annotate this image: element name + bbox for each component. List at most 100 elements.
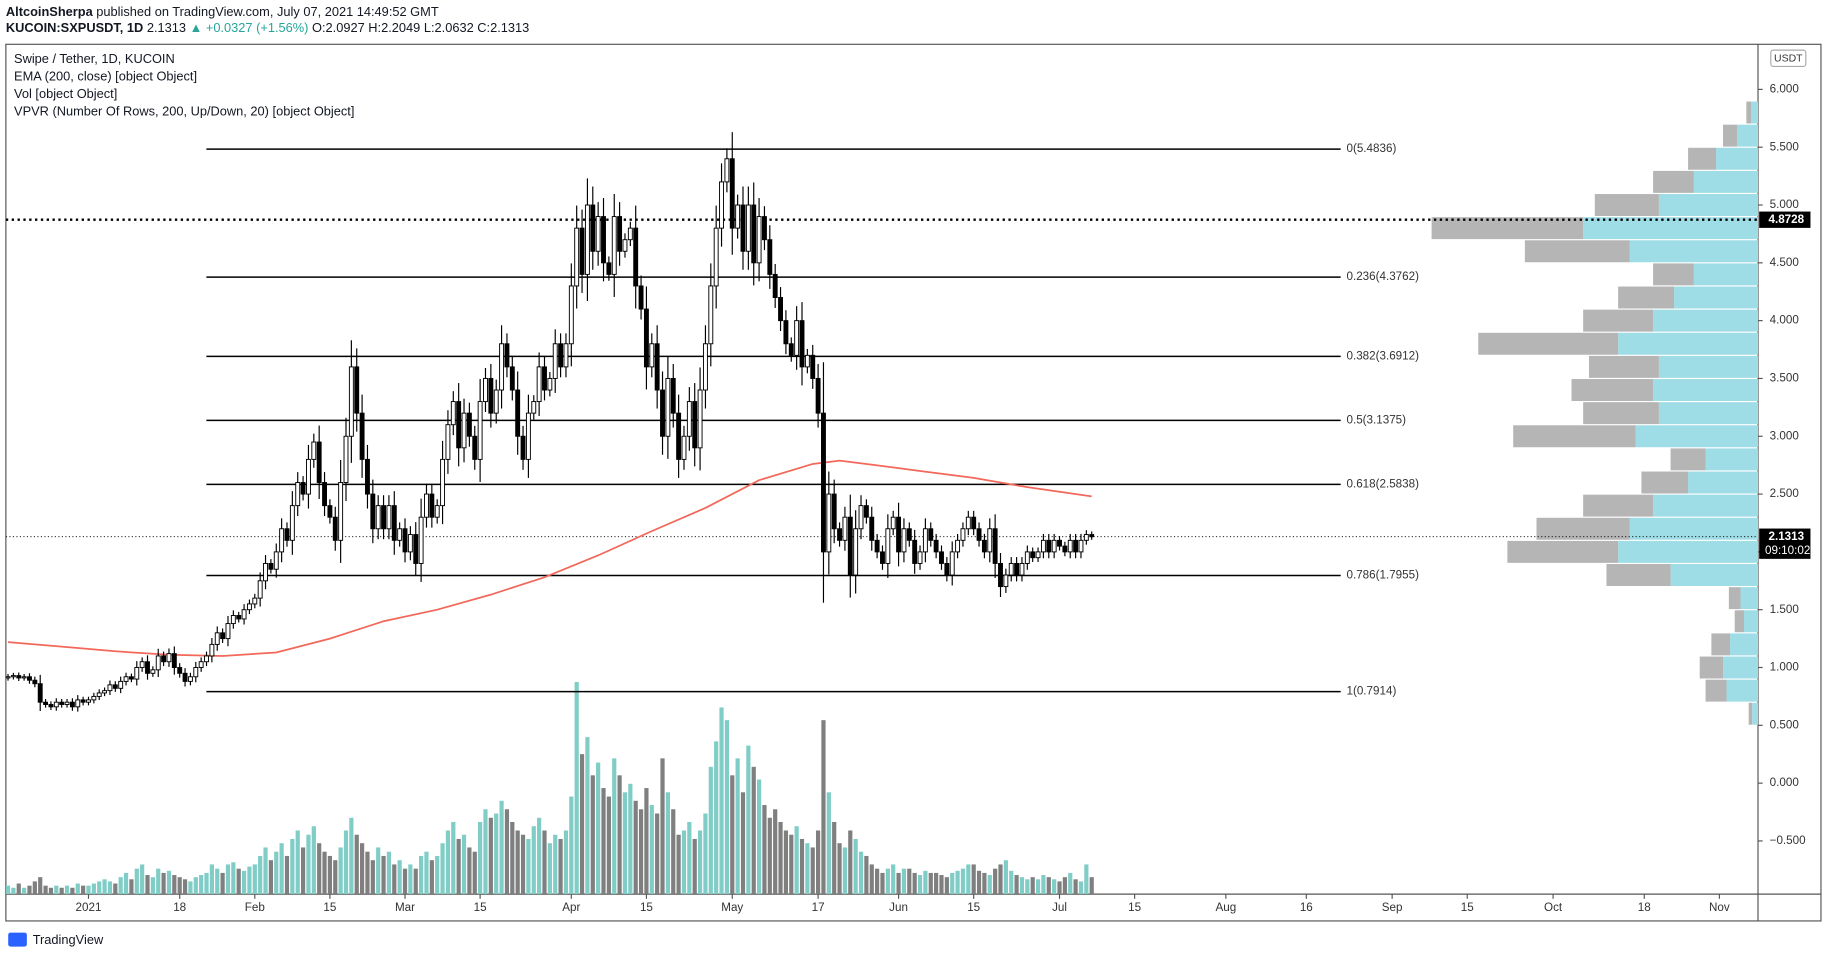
profile-up (1658, 402, 1759, 425)
candle (1046, 539, 1052, 553)
candle (922, 528, 928, 553)
volume-bar (435, 855, 440, 895)
volume-bar (424, 851, 429, 895)
profile-up (1751, 101, 1759, 124)
candle (91, 695, 97, 701)
candle (155, 655, 161, 671)
volume-bar (32, 881, 37, 895)
volume-bar (842, 847, 848, 895)
candle (756, 216, 762, 264)
profile-down (1583, 309, 1654, 332)
volume-bar (644, 788, 649, 895)
x-tick-label: 18 (1638, 901, 1651, 914)
volume-bar (478, 821, 483, 895)
candle (139, 661, 145, 668)
candle (161, 655, 167, 663)
candle (252, 597, 258, 605)
x-tick-label: Mar (395, 901, 415, 914)
volume-bar (156, 868, 161, 895)
x-tick-label: 15 (323, 901, 336, 914)
candle (225, 623, 231, 640)
fib-label: 0.786(1.7955) (1346, 569, 1419, 582)
candle (606, 262, 612, 275)
y-tick-label: 5.000 (1770, 198, 1800, 211)
candle (236, 615, 242, 620)
candle (16, 675, 22, 679)
candle (75, 699, 81, 708)
volume-bar (628, 783, 633, 895)
profile-up (1737, 124, 1759, 147)
volume-bar (241, 870, 247, 895)
volume-bar (960, 868, 966, 895)
candle (193, 667, 199, 678)
volume-bar (1062, 877, 1067, 895)
candle (338, 482, 344, 541)
currency-box[interactable] (1770, 49, 1807, 68)
profile-up (1693, 170, 1759, 193)
profile-down (1748, 702, 1753, 725)
volume-bar (182, 879, 188, 895)
volume-bar (563, 830, 569, 895)
volume-bar (794, 826, 799, 895)
x-tick-label: 15 (967, 901, 980, 914)
volume-bar (161, 872, 166, 895)
candle (279, 528, 285, 553)
candle (998, 562, 1003, 588)
profile-down (1507, 540, 1619, 563)
volume-bar (810, 847, 815, 895)
volume-bar (113, 883, 118, 895)
volume-bar (306, 834, 311, 895)
profile-down (1723, 124, 1738, 147)
volume-bar (875, 868, 880, 895)
profile-down (1728, 587, 1741, 610)
candle (1083, 534, 1089, 541)
candle (424, 493, 429, 518)
candle (751, 204, 757, 264)
profile-up (1629, 240, 1759, 263)
profile-up (1670, 564, 1759, 586)
candle (1019, 562, 1025, 576)
volume-bar (569, 796, 574, 895)
volume-bar (891, 864, 896, 895)
profile-up (1618, 332, 1759, 355)
volume-bar (928, 872, 933, 895)
volume-bar (783, 830, 789, 895)
volume-bar (27, 885, 32, 895)
volume-bar (821, 720, 826, 895)
x-tick-label: 15 (640, 901, 653, 914)
volume-bar (944, 877, 949, 895)
candle (547, 377, 553, 391)
candle (595, 216, 601, 252)
candle (123, 676, 129, 682)
volume-bar (97, 881, 102, 895)
candle (48, 704, 54, 708)
volume-bar (456, 838, 461, 895)
volume-bar (703, 813, 708, 895)
volume-bar (848, 830, 853, 895)
x-tick-label: 15 (1128, 901, 1141, 914)
fib-label: 0.618(2.5838) (1346, 477, 1419, 490)
high: H:2.2049 (368, 21, 420, 36)
volume-bar (697, 830, 703, 895)
volume-bar (622, 792, 628, 895)
volume-bar (553, 834, 558, 895)
volume-bar (617, 775, 622, 895)
volume-bar (386, 851, 392, 895)
volume-bar (150, 877, 155, 895)
volume-bar (86, 885, 91, 895)
volume-bar (327, 855, 333, 895)
candle (1089, 534, 1095, 538)
candle (542, 366, 547, 391)
candle (397, 528, 403, 541)
candle (869, 516, 875, 541)
volume-bar (633, 800, 638, 895)
candle (821, 412, 826, 553)
volume-bar (751, 766, 756, 895)
candle (1040, 539, 1046, 553)
profile-down (1588, 355, 1659, 378)
candle (86, 699, 91, 703)
y-tick-label: −0.500 (1770, 834, 1806, 847)
volume-bar (993, 868, 998, 895)
candle (965, 516, 971, 530)
candle (466, 412, 472, 437)
